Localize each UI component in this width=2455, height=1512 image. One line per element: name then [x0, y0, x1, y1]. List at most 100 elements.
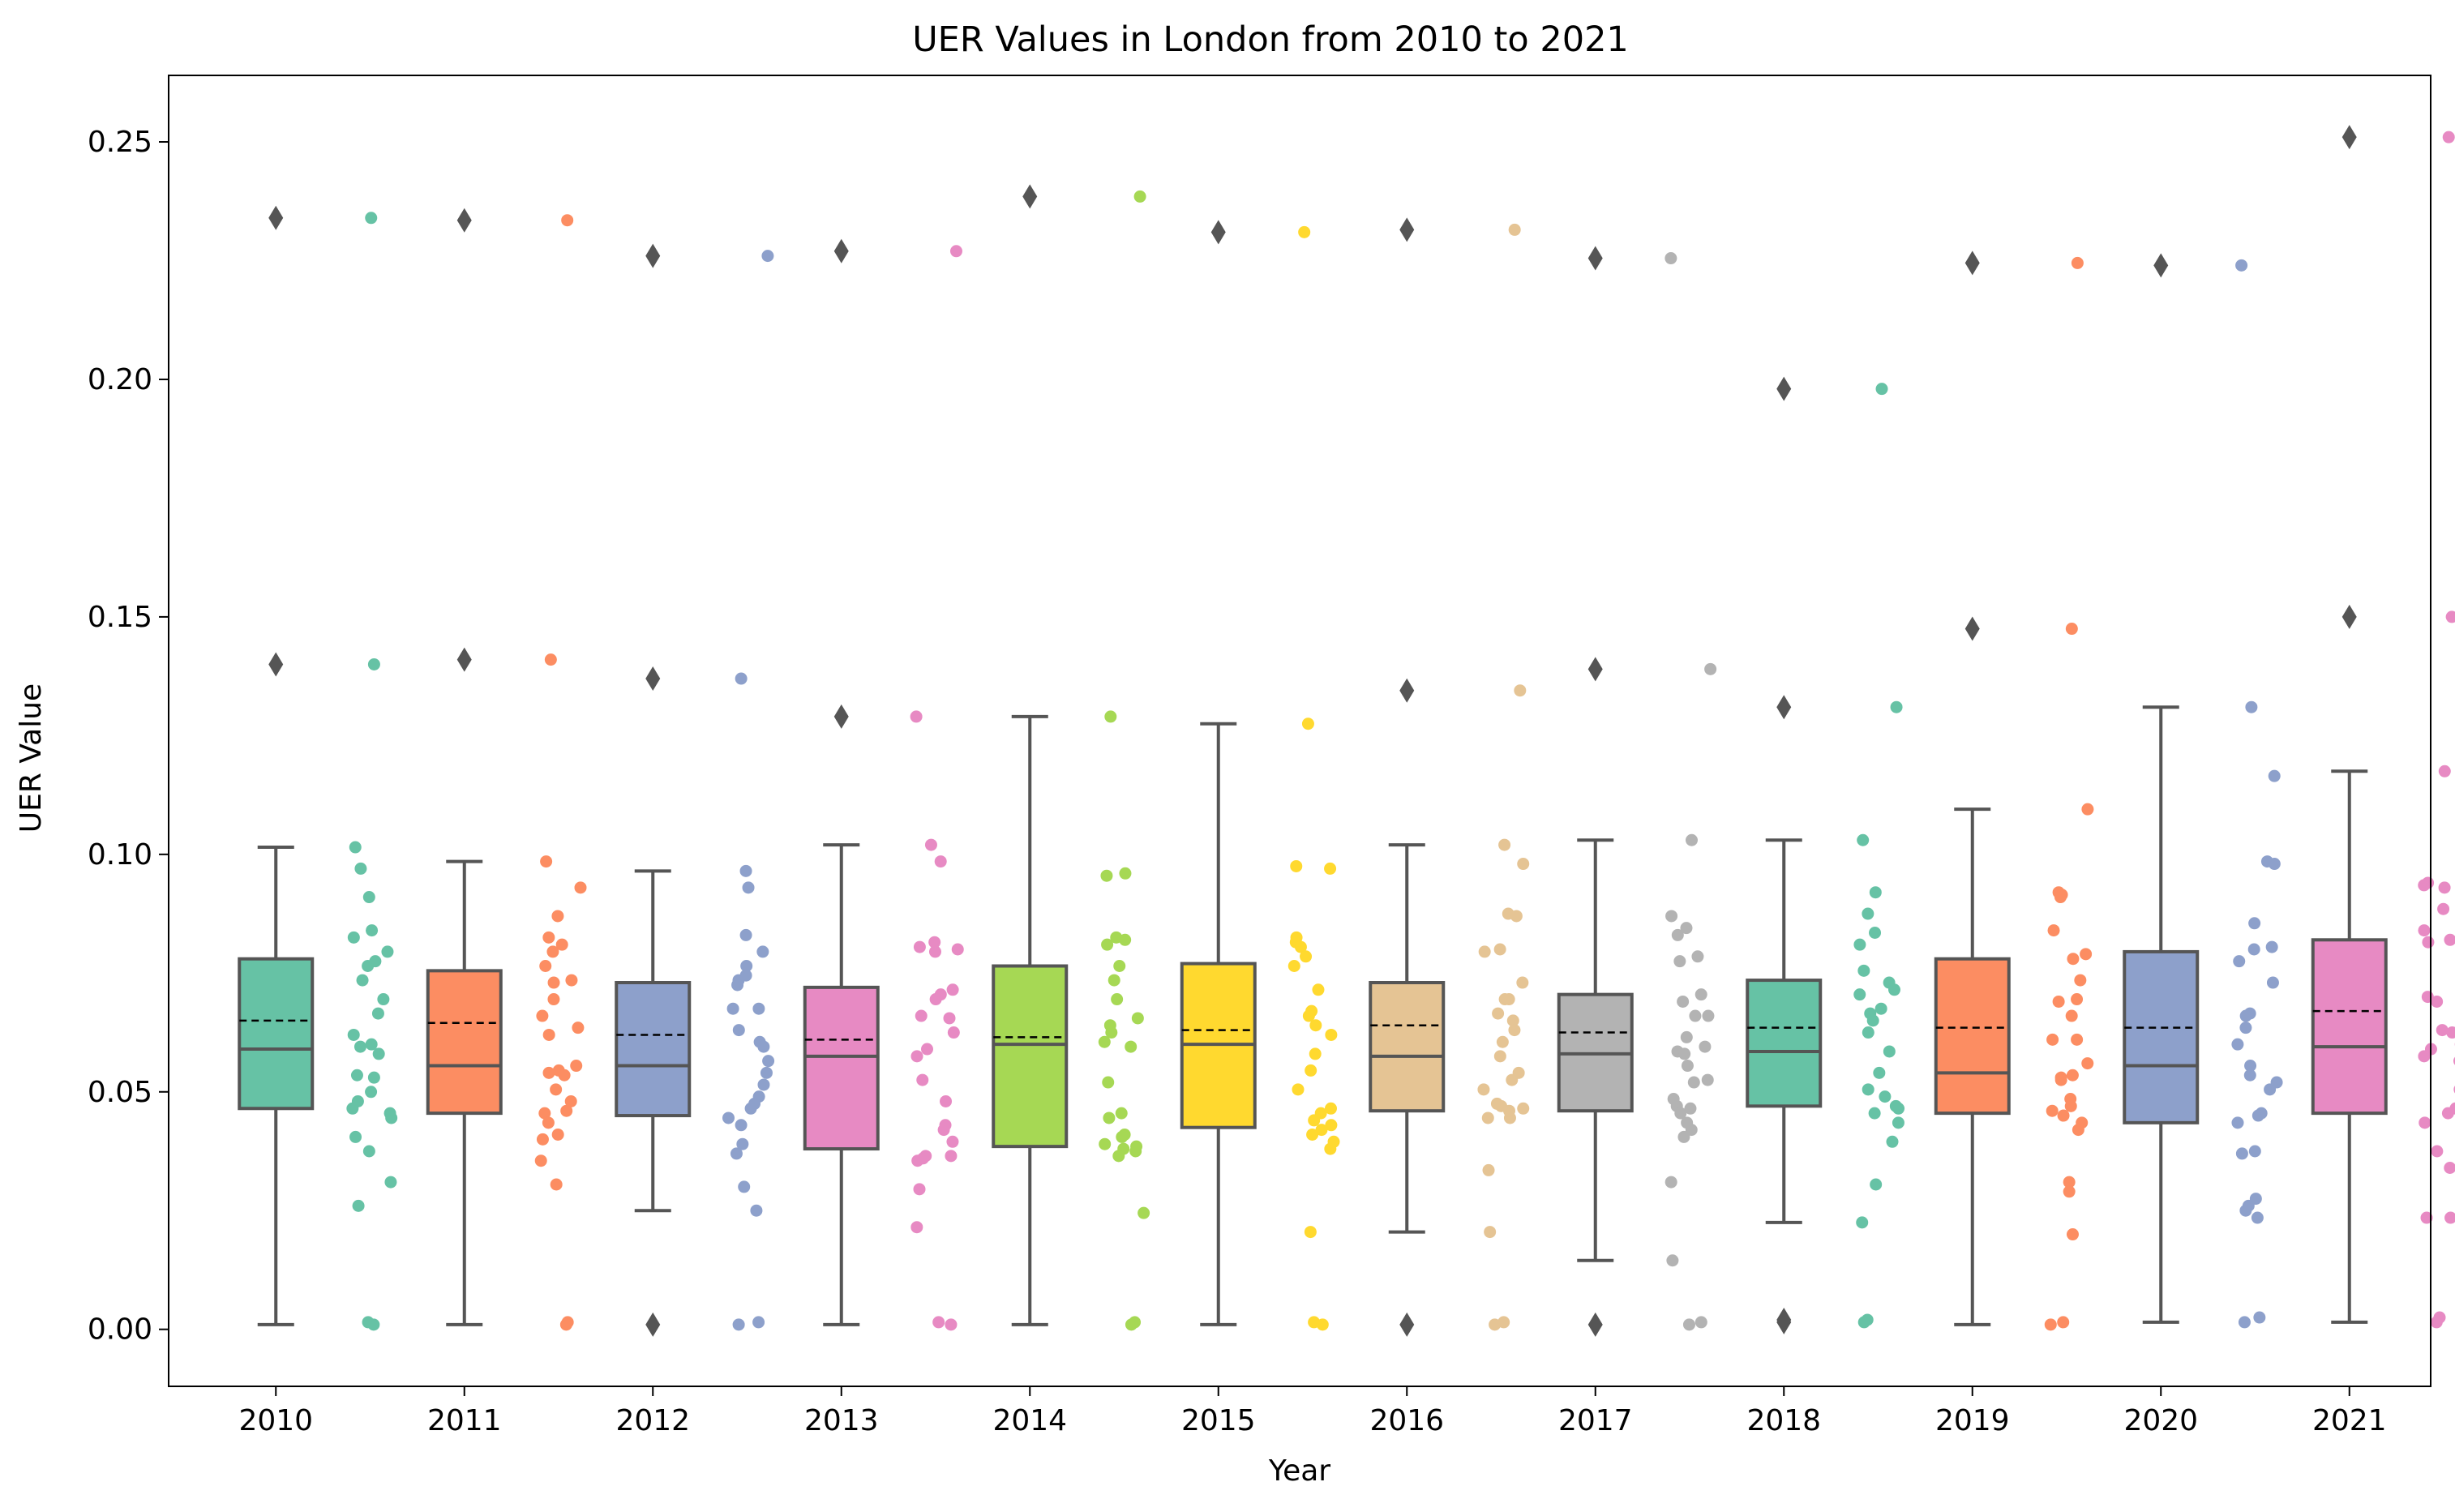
data-point	[731, 979, 744, 992]
data-point	[1869, 926, 1882, 939]
data-point	[1701, 1073, 1714, 1086]
data-point	[564, 1094, 577, 1107]
data-point	[2436, 1024, 2449, 1037]
data-point	[1879, 1090, 1892, 1103]
data-point	[2251, 1211, 2264, 1224]
data-point	[1671, 928, 1684, 941]
box-iqr	[426, 969, 503, 1116]
data-point	[1666, 1254, 1679, 1267]
data-point	[352, 1199, 365, 1212]
data-point	[910, 710, 923, 723]
data-point	[1116, 1130, 1129, 1143]
y-tick-label: 0.25	[88, 126, 152, 159]
box-iqr	[238, 957, 315, 1111]
data-point	[1681, 1060, 1694, 1073]
data-point	[536, 1009, 549, 1022]
data-point	[1506, 1014, 1519, 1027]
data-point	[2268, 769, 2281, 782]
data-point	[740, 960, 753, 973]
data-point	[750, 1204, 763, 1217]
data-point	[946, 1135, 959, 1148]
data-point	[365, 212, 378, 225]
data-point	[1870, 1178, 1883, 1191]
data-point	[1119, 867, 1132, 880]
data-point	[2444, 1162, 2455, 1174]
data-point	[2052, 995, 2065, 1008]
data-point	[1684, 1102, 1697, 1115]
data-point	[536, 1133, 549, 1146]
x-tick-label: 2021	[2312, 1404, 2387, 1437]
data-point	[1875, 383, 1888, 396]
data-point	[722, 1112, 735, 1124]
data-point	[2245, 700, 2258, 713]
data-point	[735, 672, 748, 685]
data-point	[1312, 983, 1325, 996]
data-point	[2444, 1211, 2455, 1224]
outlier-marker	[2341, 125, 2357, 150]
data-point	[1517, 858, 1530, 871]
data-point	[572, 1022, 585, 1034]
data-point	[356, 974, 369, 987]
data-point	[2437, 902, 2450, 915]
data-point	[2057, 1316, 2070, 1329]
data-point	[1306, 1128, 1319, 1141]
data-point	[1294, 940, 1307, 953]
data-point	[1292, 1083, 1305, 1096]
data-point	[915, 1009, 928, 1022]
data-point	[2071, 993, 2084, 1006]
data-point	[2065, 623, 2078, 636]
data-point	[730, 1147, 743, 1160]
data-point	[1686, 833, 1699, 846]
data-point	[1862, 907, 1874, 920]
data-point	[2247, 943, 2260, 956]
data-point	[2268, 858, 2281, 871]
data-point	[1682, 1318, 1695, 1331]
data-point	[2239, 1009, 2252, 1022]
outlier-marker	[456, 208, 472, 233]
box-iqr	[803, 985, 880, 1151]
data-point	[542, 931, 555, 944]
data-point	[1874, 1002, 1887, 1015]
data-point	[1680, 922, 1693, 935]
data-point	[732, 1024, 745, 1037]
box-iqr	[1746, 979, 1823, 1108]
data-point	[1862, 1083, 1874, 1096]
data-point	[362, 960, 375, 973]
data-point	[1477, 1083, 1490, 1096]
data-point	[1890, 700, 1903, 713]
data-point	[1324, 1142, 1337, 1155]
data-point	[732, 1318, 745, 1331]
data-point	[1308, 1114, 1321, 1127]
y-axis-title: UER Value	[15, 683, 48, 833]
data-point	[738, 1180, 751, 1193]
outlier-marker	[1964, 616, 1980, 641]
data-point	[365, 1086, 378, 1099]
data-point	[2418, 879, 2431, 892]
data-point	[561, 214, 574, 227]
data-point	[367, 1318, 380, 1331]
data-point	[1704, 662, 1717, 675]
y-tick-label: 0.05	[88, 1076, 152, 1109]
data-point	[1689, 1009, 1702, 1022]
data-point	[1325, 1028, 1338, 1041]
outlier-marker	[268, 652, 284, 677]
data-point	[1862, 1026, 1874, 1039]
data-point	[735, 1119, 748, 1132]
data-point	[934, 855, 947, 868]
outlier-marker	[1587, 657, 1603, 682]
data-point	[1517, 1102, 1530, 1115]
data-point	[1665, 910, 1678, 923]
data-point	[1489, 1318, 1502, 1331]
data-point	[1857, 1316, 1870, 1329]
data-point	[1674, 1107, 1687, 1120]
axes-frame	[168, 75, 2431, 1387]
data-point	[2044, 1318, 2057, 1331]
outlier-marker	[1587, 246, 1603, 271]
outlier-marker	[833, 704, 849, 729]
x-tick-label: 2020	[2123, 1404, 2198, 1437]
data-point	[1510, 910, 1523, 923]
data-point	[1886, 1135, 1899, 1148]
data-point	[739, 928, 752, 941]
